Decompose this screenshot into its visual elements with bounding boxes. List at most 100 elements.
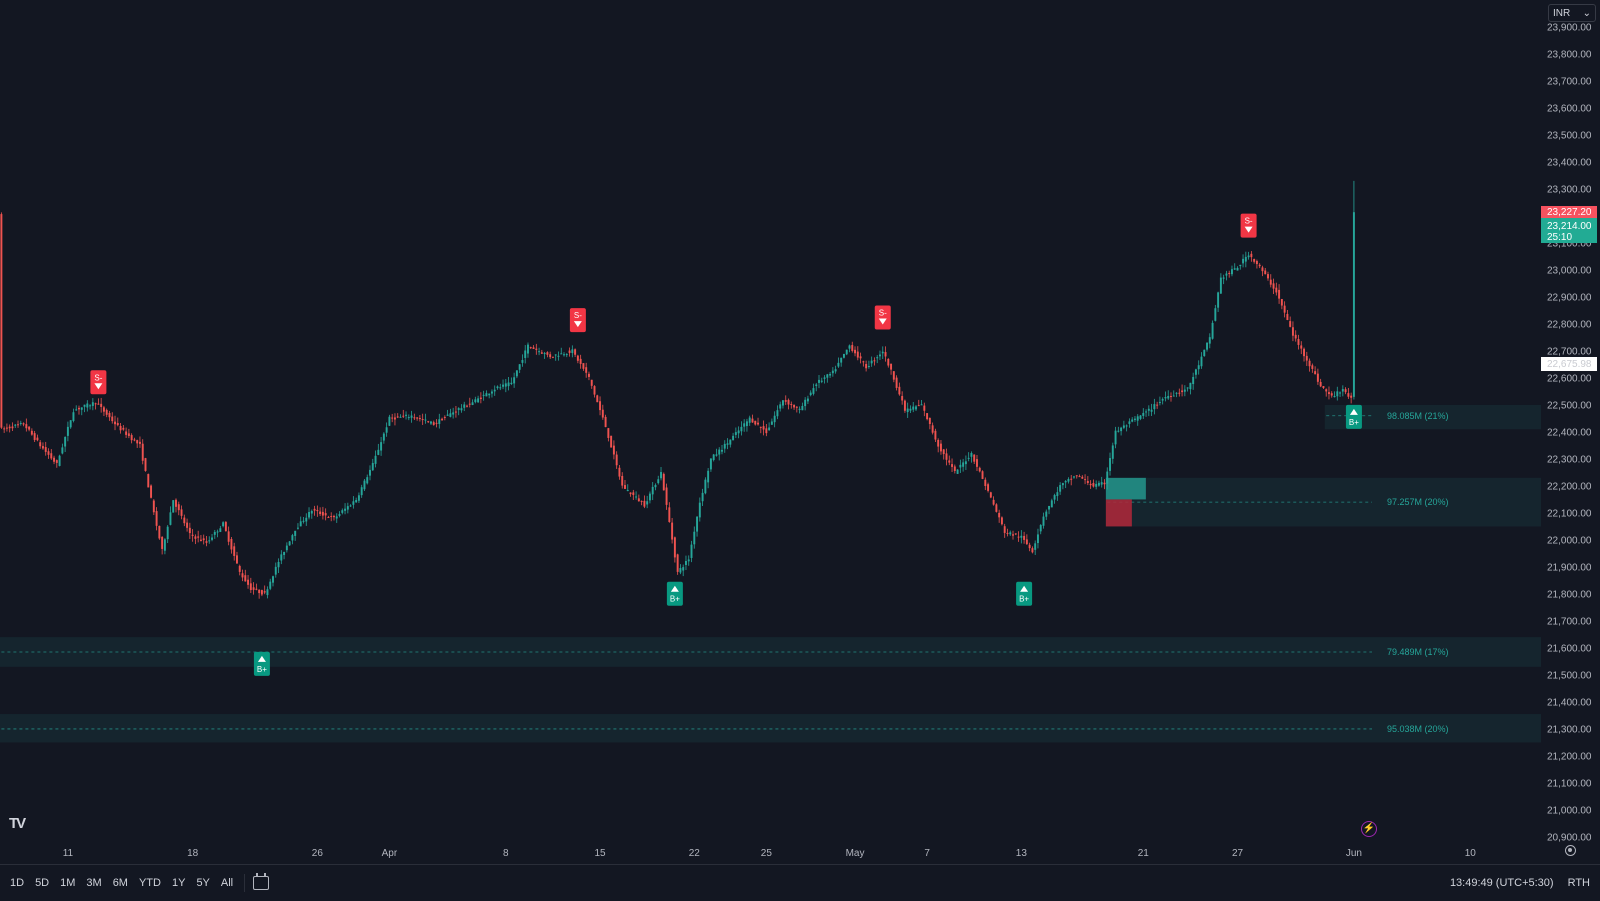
candle-body (474, 399, 477, 403)
tradingview-logo-icon[interactable]: TV (9, 815, 26, 832)
clock-timezone[interactable]: 13:49:49 (UTC+5:30) (1449, 877, 1554, 889)
signal-label: S- (574, 311, 582, 320)
signal-down-arrow-icon (878, 318, 887, 325)
candle-body (879, 354, 881, 357)
candle-body (1100, 482, 1103, 485)
candle-body (11, 426, 14, 429)
candle-body (1158, 401, 1161, 403)
candle-body (89, 405, 92, 407)
candle-body (1230, 269, 1233, 275)
sell-signal-marker: S- (90, 370, 107, 395)
candle-body (468, 403, 471, 405)
time-tick-label: Apr (382, 848, 398, 859)
candle-body (1203, 349, 1206, 357)
candle-body (521, 360, 524, 363)
candle-body (3, 428, 6, 430)
candle-body (612, 445, 615, 455)
candle-body (111, 416, 114, 422)
candle-body (890, 363, 893, 370)
candle-body (197, 536, 200, 538)
candle-body (1333, 395, 1336, 398)
range-button-1y[interactable]: 1Y (171, 876, 186, 889)
time-tick-label: Jun (1346, 848, 1362, 859)
candlestick-chart[interactable]: 98.085M (21%) 97.257M (20%) 79.489M (17%) 9… (0, 0, 1600, 864)
currency-selector[interactable]: INR ⌄ (1548, 4, 1596, 22)
candle-body (1097, 482, 1100, 486)
sell-signal-marker: S- (874, 305, 891, 330)
candle-body (1244, 256, 1247, 262)
candle-body (951, 464, 954, 467)
candle-body (83, 404, 86, 407)
candle-body (86, 403, 89, 408)
range-button-6m[interactable]: 6M (112, 876, 128, 889)
candle-body (806, 398, 809, 402)
range-button-ytd[interactable]: YTD (138, 876, 161, 889)
candle-body (748, 417, 751, 423)
candle-body (915, 406, 917, 410)
candle-body (169, 512, 172, 525)
candle-body (1283, 305, 1286, 313)
candle-body (385, 427, 388, 433)
candle-body (1217, 292, 1220, 308)
price-tick-label: 22,100.00 (1547, 508, 1592, 519)
candle-body (294, 530, 297, 536)
candle-body (1250, 253, 1253, 258)
candle-body (313, 508, 316, 511)
candle-body (848, 345, 851, 349)
price-tick-label: 22,400.00 (1547, 427, 1592, 438)
candle-body (984, 479, 987, 486)
candle-body (1289, 321, 1292, 327)
price-tick-label: 23,400.00 (1547, 157, 1592, 168)
session-toggle[interactable]: RTH (1567, 877, 1590, 889)
candle-body (377, 449, 380, 455)
time-tick-label: 8 (503, 848, 509, 859)
range-button-5d[interactable]: 5D (35, 876, 50, 889)
candle-body (166, 526, 169, 540)
high-price-badge: 23,227.20 (1541, 206, 1597, 218)
range-button-1m[interactable]: 1M (60, 876, 76, 889)
candle-body (931, 425, 934, 433)
range-button-all[interactable]: All (220, 876, 234, 889)
candle-body (687, 559, 690, 562)
range-button-5y[interactable]: 5Y (196, 876, 210, 889)
buy-signal-marker: B+ (1016, 581, 1033, 606)
candle-body (579, 358, 582, 364)
candle-body (973, 454, 976, 462)
candle-body (1352, 212, 1355, 397)
time-tick-label: May (846, 848, 865, 859)
candle-body (333, 515, 335, 518)
candle-body (662, 473, 665, 491)
candle-body (729, 439, 732, 445)
candle-body (790, 404, 793, 406)
calendar-goto-icon[interactable] (253, 872, 270, 890)
settings-icon[interactable] (1565, 845, 1576, 856)
candle-body (1067, 479, 1070, 482)
candle-body (1344, 389, 1347, 393)
candle-body (732, 435, 735, 441)
candle-body (1012, 534, 1014, 536)
candle-body (865, 363, 868, 369)
candle-body (1125, 425, 1128, 427)
candle-body (244, 575, 247, 582)
candle-body (551, 356, 554, 358)
candle-body (1183, 389, 1186, 392)
time-axis[interactable]: 11 18 26 Apr 8 15 22 25 May 7 13 21 27 Jun 10 (63, 848, 1477, 859)
candle-body (47, 451, 50, 455)
candle-body (133, 439, 136, 441)
candle-body (795, 406, 798, 408)
candle-body (1261, 267, 1264, 272)
candle-body (596, 395, 599, 403)
lightning-icon[interactable]: ⚡ (1361, 821, 1377, 837)
signal-badge (253, 651, 270, 676)
candle-body (981, 471, 984, 479)
candle-body (1350, 395, 1353, 398)
candle-body (513, 377, 516, 384)
candle-body (527, 344, 529, 354)
range-button-1d[interactable]: 1D (10, 876, 25, 889)
candle-body (959, 464, 962, 468)
candle-body (296, 527, 299, 529)
candle-body (676, 554, 679, 572)
candle-body (211, 537, 213, 540)
volume-zone: 97.257M (20%) (1105, 477, 1541, 527)
range-button-3m[interactable]: 3M (86, 876, 102, 889)
